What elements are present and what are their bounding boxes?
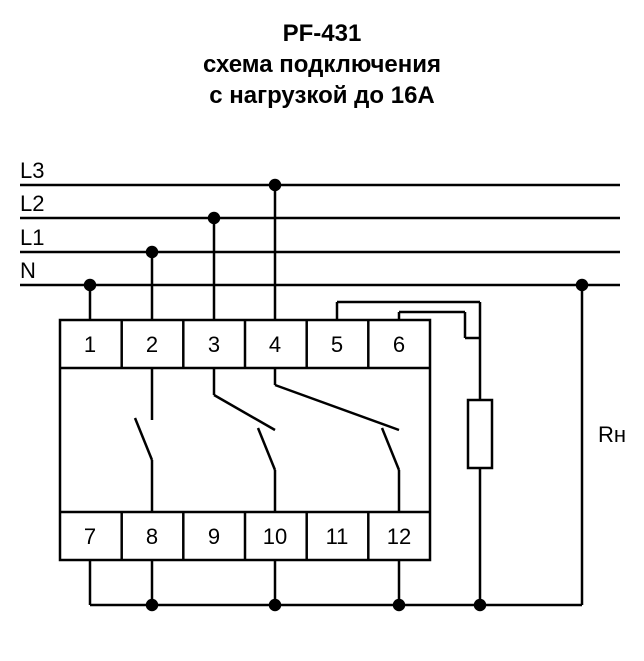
label-l3: L3 xyxy=(20,158,44,183)
junction-8 xyxy=(147,600,157,610)
terminal-7: 7 xyxy=(84,524,96,549)
terminal-4: 4 xyxy=(269,332,281,357)
sw2-diag xyxy=(214,395,275,430)
phase-lines xyxy=(20,185,620,285)
terminals-bottom: 7 8 9 10 11 12 xyxy=(84,524,411,549)
terminal-8: 8 xyxy=(146,524,158,549)
sw3-diag xyxy=(275,385,399,430)
label-l2: L2 xyxy=(20,191,44,216)
terminal-6: 6 xyxy=(393,332,405,357)
terminal-3: 3 xyxy=(208,332,220,357)
load xyxy=(465,338,492,530)
junction-l1-2 xyxy=(147,247,157,257)
sw1-contact xyxy=(135,418,152,460)
sw3-contact xyxy=(382,428,399,470)
terminal-5: 5 xyxy=(331,332,343,357)
sw2-contact xyxy=(258,428,275,470)
junction-10 xyxy=(270,600,280,610)
junction-return-bus xyxy=(475,600,485,610)
terminal-2: 2 xyxy=(146,332,158,357)
label-l1: L1 xyxy=(20,225,44,250)
terminal-1: 1 xyxy=(84,332,96,357)
junction-return-n xyxy=(577,280,587,290)
terminal-9: 9 xyxy=(208,524,220,549)
internal-switches xyxy=(135,368,399,512)
wiring-diagram: L3 L2 L1 N xyxy=(0,0,644,661)
load-resistor xyxy=(468,400,492,468)
junction-l2-3 xyxy=(209,213,219,223)
load-label: Rн xyxy=(598,422,626,447)
junction-12 xyxy=(394,600,404,610)
terminal-10: 10 xyxy=(263,524,287,549)
junction-n-1 xyxy=(85,280,95,290)
terminal-12: 12 xyxy=(387,524,411,549)
label-n: N xyxy=(20,258,36,283)
junction-l3-4 xyxy=(270,180,280,190)
terminal-11: 11 xyxy=(326,524,349,549)
phase-drops xyxy=(85,180,480,338)
device-block xyxy=(60,320,430,560)
